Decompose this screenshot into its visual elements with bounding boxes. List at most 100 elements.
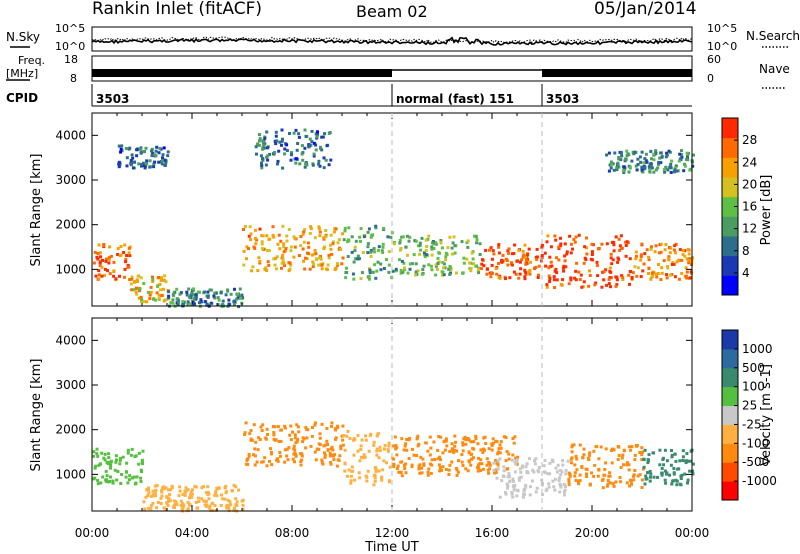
echo-cell [658, 156, 662, 160]
echo-cell [420, 236, 424, 240]
y-tick-label: 1000 [55, 262, 86, 276]
echo-cell [494, 458, 498, 462]
echo-cell [643, 166, 647, 169]
echo-cell [666, 266, 670, 270]
echo-cell [622, 448, 626, 452]
echo-cell [362, 235, 366, 239]
echo-cell [117, 144, 121, 148]
echo-cell [189, 296, 193, 300]
echo-cell [392, 444, 396, 448]
echo-cell [368, 271, 372, 275]
echo-cell [535, 255, 539, 259]
echo-cell [514, 272, 518, 276]
echo-cell [152, 165, 156, 169]
echo-cell [147, 491, 151, 495]
echo-cell [324, 229, 328, 232]
echo-cell [264, 266, 268, 270]
echo-cell [162, 506, 166, 510]
echo-cell [469, 269, 473, 273]
echo-cell [155, 291, 159, 295]
echo-cell [442, 273, 446, 277]
echo-cell [628, 282, 631, 286]
echo-cell [621, 275, 625, 279]
echo-cell [543, 251, 547, 255]
echo-cell [674, 164, 678, 168]
echo-cell [200, 497, 204, 501]
echo-cell [540, 243, 544, 247]
echo-cell [601, 477, 605, 481]
echo-cell [497, 243, 501, 247]
colorbar-tick-label: 100 [742, 380, 765, 394]
echo-cell [206, 290, 210, 294]
echo-cell [522, 253, 526, 257]
echo-cell [260, 429, 264, 432]
echo-cell [193, 485, 197, 488]
echo-cell [394, 444, 398, 447]
echo-cell [109, 466, 112, 470]
echo-cell [206, 294, 210, 298]
echo-cell [485, 267, 489, 271]
echo-cell [436, 261, 440, 265]
echo-cell [504, 459, 508, 463]
echo-cell [448, 463, 452, 467]
echo-cell [347, 226, 351, 230]
echo-cell [301, 247, 305, 251]
echo-cell [270, 463, 274, 467]
echo-cell [114, 460, 118, 464]
echo-cell [302, 240, 306, 244]
echo-cell [293, 448, 297, 452]
echo-cell [430, 268, 434, 272]
echo-cell [151, 275, 154, 279]
echo-cell [216, 296, 220, 300]
echo-cell [320, 263, 324, 267]
echo-cell [332, 230, 336, 234]
echo-cell [567, 282, 571, 286]
y-tick-label: 3000 [55, 378, 86, 392]
echo-cell [608, 266, 612, 270]
echo-cell [605, 283, 609, 287]
echo-cell [493, 471, 497, 475]
echo-cell [633, 265, 637, 269]
echo-cell [118, 161, 122, 165]
echo-cell [580, 285, 584, 289]
echo-cell [283, 424, 287, 428]
noise-left-tick-top: 10^5 [55, 22, 85, 35]
echo-cell [188, 302, 191, 306]
echo-cell [302, 230, 306, 234]
colorbar-segment [722, 405, 738, 425]
colorbar-segment [722, 177, 738, 198]
echo-cell [314, 148, 318, 152]
echo-cell [651, 274, 655, 278]
echo-cell [431, 241, 435, 245]
echo-cell [512, 441, 516, 445]
echo-cell [474, 434, 478, 438]
echo-cell [366, 251, 370, 255]
echo-cell [150, 149, 153, 153]
echo-cell [247, 234, 251, 238]
echo-cell [325, 427, 329, 430]
echo-cell [400, 437, 404, 441]
echo-cell [155, 484, 159, 488]
echo-cell [615, 278, 619, 282]
echo-cell [448, 450, 452, 453]
echo-cell [380, 478, 384, 482]
echo-cell [377, 432, 381, 436]
echo-cell [199, 300, 203, 304]
echo-cell [152, 162, 156, 166]
echo-cell [523, 275, 527, 279]
echo-cell [557, 247, 561, 251]
echo-cell [428, 462, 432, 466]
echo-cell [319, 145, 322, 149]
echo-cell [100, 451, 104, 455]
echo-cell [369, 235, 373, 239]
echo-cell [635, 274, 639, 278]
echo-cell [294, 441, 298, 445]
echo-cell [208, 288, 212, 292]
echo-cell [181, 303, 185, 306]
echo-cell [187, 295, 191, 299]
echo-cell [251, 265, 255, 269]
echo-cell [128, 278, 132, 281]
echo-cell [250, 438, 254, 442]
echo-cell [585, 472, 588, 476]
